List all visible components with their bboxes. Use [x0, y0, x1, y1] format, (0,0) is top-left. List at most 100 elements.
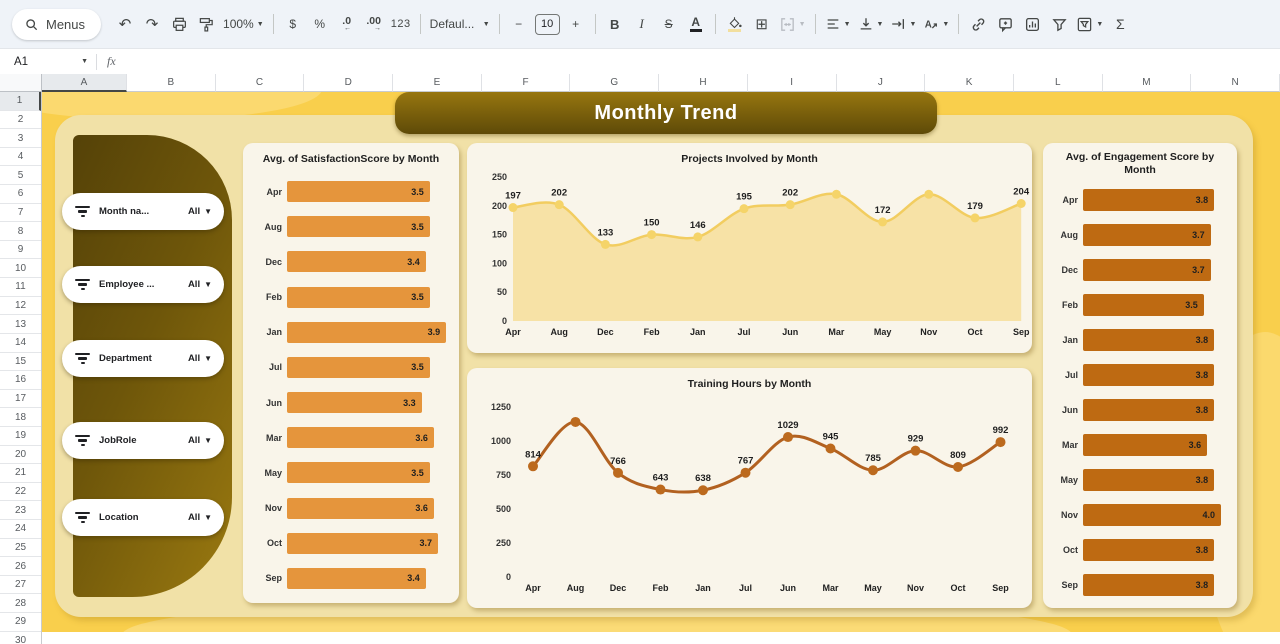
print-button[interactable] — [166, 10, 192, 38]
slicer-employee----[interactable]: Employee ... All ▼ — [62, 266, 224, 303]
data-point — [739, 204, 749, 214]
row-header-26[interactable]: 26 — [0, 557, 41, 576]
column-header-B[interactable]: B — [127, 74, 216, 92]
row-header-24[interactable]: 24 — [0, 520, 41, 539]
row-header-20[interactable]: 20 — [0, 445, 41, 465]
slicer-value[interactable]: All ▼ — [187, 512, 212, 523]
row-header-28[interactable]: 28 — [0, 594, 41, 614]
insert-chart-button[interactable] — [1019, 10, 1045, 38]
horizontal-align-button[interactable]: ▼ — [822, 10, 854, 38]
column-header-N[interactable]: N — [1191, 74, 1280, 92]
row-header-21[interactable]: 21 — [0, 464, 41, 483]
column-header-M[interactable]: M — [1102, 74, 1192, 92]
currency-format-button[interactable]: $ — [289, 17, 297, 31]
italic-button[interactable]: I — [639, 16, 644, 31]
slicer-value[interactable]: All ▼ — [187, 206, 212, 217]
create-filter-button[interactable] — [1046, 10, 1072, 38]
column-header-K[interactable]: K — [925, 74, 1014, 92]
number-format-button[interactable]: 123 — [390, 18, 411, 30]
decrease-decimal-button[interactable]: .0 ← — [342, 14, 352, 33]
row-header-22[interactable]: 22 — [0, 482, 41, 502]
bar-row-Dec: Dec 3.4 — [243, 251, 459, 273]
x-tick: Feb — [644, 327, 661, 337]
percent-format-button[interactable]: % — [314, 17, 325, 31]
zoom-select[interactable]: 100% ▼ — [220, 10, 267, 38]
training-chart-card[interactable]: Training Hours by Month 0 250 500 750 1000 12… — [467, 368, 1032, 608]
column-header-E[interactable]: E — [393, 74, 482, 92]
row-header-11[interactable]: 11 — [0, 278, 41, 297]
row-header-15[interactable]: 15 — [0, 352, 41, 372]
text-rotation-button[interactable]: A ▼ — [920, 10, 952, 38]
bar: 3.5 — [287, 286, 430, 308]
satisfaction-chart-card[interactable]: Avg. of SatisfactionScore by Month Apr 3.… — [243, 143, 459, 603]
column-header-J[interactable]: J — [836, 74, 926, 92]
slicer-value[interactable]: All ▼ — [187, 353, 212, 364]
increase-decimal-button[interactable]: .00 → — [366, 14, 381, 33]
row-header-5[interactable]: 5 — [0, 166, 41, 186]
row-header-27[interactable]: 27 — [0, 575, 41, 595]
column-header-I[interactable]: I — [747, 74, 837, 92]
slicer-jobrole[interactable]: JobRole All ▼ — [62, 422, 224, 459]
functions-button[interactable]: Σ — [1115, 16, 1125, 32]
slicer-location[interactable]: Location All ▼ — [62, 499, 224, 536]
row-header-1[interactable]: 1 — [0, 92, 41, 111]
slicer-department[interactable]: Department All ▼ — [62, 340, 224, 377]
filter-views-button[interactable]: ▼ — [1073, 10, 1106, 38]
engagement-chart-card[interactable]: Avg. of Engagement Score by Month Apr 3.8… — [1043, 143, 1237, 608]
name-box[interactable]: A1 ▼ — [0, 56, 96, 68]
slicer-value[interactable]: All ▼ — [187, 279, 212, 290]
row-header-14[interactable]: 14 — [0, 333, 41, 353]
column-header-C[interactable]: C — [215, 74, 305, 92]
increase-font-size-button[interactable]: + — [572, 17, 580, 31]
row-header-8[interactable]: 8 — [0, 222, 41, 241]
row-header-19[interactable]: 19 — [0, 426, 41, 446]
row-header-18[interactable]: 18 — [0, 408, 41, 427]
row-header-29[interactable]: 29 — [0, 613, 41, 632]
text-wrap-button[interactable]: ▼ — [887, 10, 919, 38]
row-header-25[interactable]: 25 — [0, 538, 41, 558]
row-header-7[interactable]: 7 — [0, 203, 41, 223]
select-all-corner[interactable] — [0, 74, 42, 92]
menus-search[interactable]: Menus — [12, 8, 102, 40]
slicer-value[interactable]: All ▼ — [187, 435, 212, 446]
undo-button[interactable]: ↶ — [118, 15, 132, 33]
column-header-D[interactable]: D — [304, 74, 394, 92]
text-color-button[interactable]: A — [683, 10, 709, 38]
paint-format-button[interactable] — [193, 10, 219, 38]
strikethrough-button[interactable]: S — [664, 17, 673, 31]
row-header-2[interactable]: 2 — [0, 110, 41, 130]
column-header-H[interactable]: H — [659, 74, 748, 92]
row-header-4[interactable]: 4 — [0, 147, 41, 167]
slicer-month-na---[interactable]: Month na... All ▼ — [62, 193, 224, 230]
row-header-10[interactable]: 10 — [0, 259, 41, 279]
fill-color-button[interactable] — [722, 10, 748, 38]
column-header-G[interactable]: G — [570, 74, 660, 92]
font-family-select[interactable]: Defaul... ▼ — [427, 10, 493, 38]
row-header-3[interactable]: 3 — [0, 129, 41, 148]
column-header-A[interactable]: A — [42, 74, 127, 92]
bar: 3.5 — [1083, 294, 1204, 316]
insert-comment-button[interactable] — [992, 10, 1018, 38]
row-header-23[interactable]: 23 — [0, 501, 41, 521]
row-header-6[interactable]: 6 — [0, 185, 41, 204]
row-header-12[interactable]: 12 — [0, 296, 41, 316]
category-label: Mar — [1061, 440, 1078, 450]
data-label: 172 — [875, 205, 891, 216]
merge-cells-button[interactable]: ▼ — [776, 10, 809, 38]
font-size-input[interactable]: 10 — [534, 13, 560, 35]
row-header-9[interactable]: 9 — [0, 240, 41, 260]
row-header-30[interactable]: 30 — [0, 631, 41, 644]
decrease-font-size-button[interactable]: − — [515, 17, 523, 31]
column-header-L[interactable]: L — [1013, 74, 1103, 92]
row-header-17[interactable]: 17 — [0, 389, 41, 409]
bold-button[interactable]: B — [609, 16, 620, 32]
row-header-13[interactable]: 13 — [0, 315, 41, 334]
projects-chart-card[interactable]: Projects Involved by Month 0 50 100 150 200 2… — [467, 143, 1032, 353]
menus-label: Menus — [46, 16, 86, 32]
vertical-align-button[interactable]: ▼ — [855, 10, 887, 38]
row-header-16[interactable]: 16 — [0, 371, 41, 390]
borders-button[interactable]: ⊞ — [749, 10, 775, 38]
insert-link-button[interactable] — [965, 10, 991, 38]
redo-button[interactable]: ↷ — [145, 15, 159, 33]
column-header-F[interactable]: F — [481, 74, 571, 92]
